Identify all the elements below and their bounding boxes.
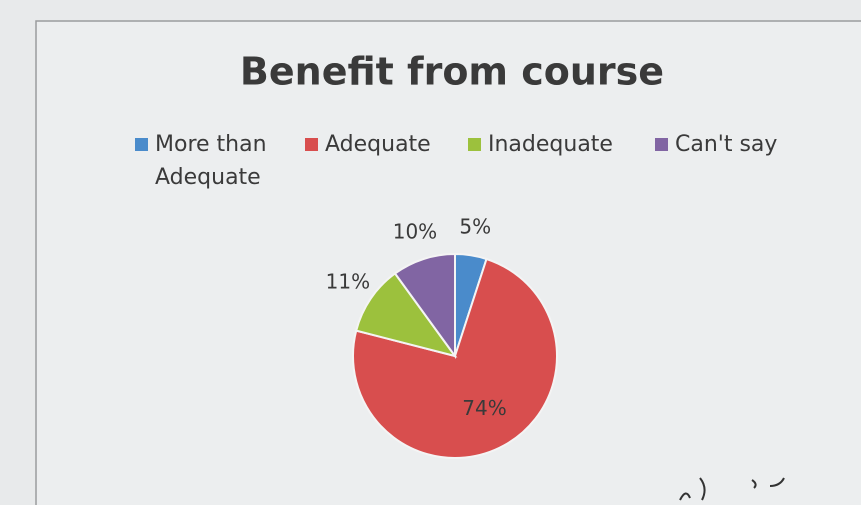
chart-title: Benefit from course (240, 50, 664, 94)
data-label: 11% (326, 270, 370, 294)
legend-swatch (655, 138, 668, 151)
handwriting (679, 477, 785, 501)
pie-slice (352, 257, 558, 459)
pie-slice (393, 252, 456, 360)
pie: 5% 74% 11% 10% (326, 215, 558, 459)
pie-slice (354, 272, 458, 358)
legend-label: Can't say (675, 132, 778, 157)
legend-swatch (135, 138, 148, 151)
legend-item: Inadequate (468, 128, 638, 161)
legend-item: Can't say (655, 128, 815, 161)
legend-swatch (305, 138, 318, 151)
legend-item: Adequate (305, 128, 455, 161)
data-label: 74% (462, 396, 506, 420)
legend-label: More than Adequate (155, 132, 267, 190)
data-label: 10% (393, 219, 437, 243)
legend-swatch (468, 138, 481, 151)
legend-label: Adequate (325, 132, 431, 157)
legend-label: Inadequate (488, 132, 613, 157)
legend-item: More than Adequate (135, 128, 275, 194)
data-label: 5% (459, 215, 491, 239)
